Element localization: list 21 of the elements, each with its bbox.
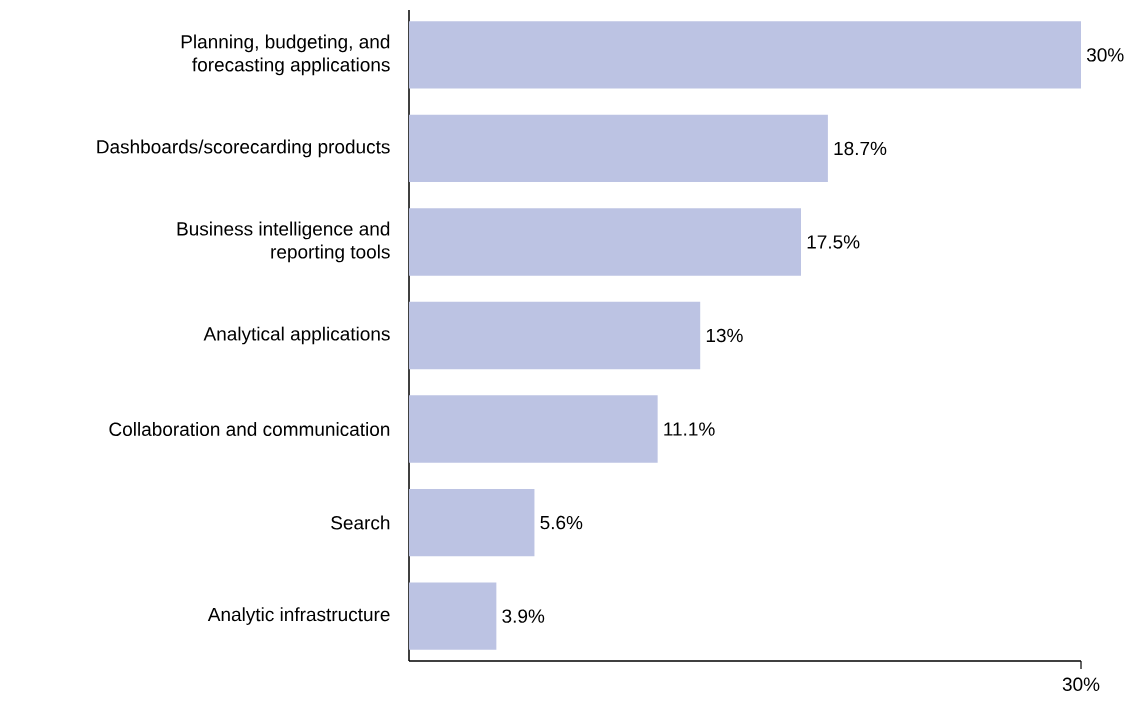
data-label: 13% — [706, 328, 743, 343]
y-tick-label: Dashboards/scorecarding products — [97, 139, 390, 158]
data-label: 3.9% — [502, 609, 545, 623]
bar — [409, 301, 701, 370]
y-tick-label: Collaboration and communication — [109, 422, 390, 437]
data-label: 30% — [1086, 48, 1124, 62]
data-label: 18.7% — [834, 141, 887, 156]
bar — [409, 114, 828, 183]
y-tick-label: Search — [331, 515, 390, 530]
bar — [409, 582, 497, 650]
y-tick-label: Analytic infrastructure — [207, 607, 390, 625]
data-label: 11.1% — [664, 422, 715, 436]
y-tick-label: Business intelligence and reporting tools — [177, 221, 390, 263]
bar — [409, 21, 1082, 89]
data-label: 17.5% — [807, 235, 860, 249]
bar — [409, 208, 801, 276]
data-label: 5.6% — [540, 515, 583, 530]
bar — [409, 395, 658, 463]
bar — [409, 488, 535, 557]
y-tick-label: Analytical applications — [203, 326, 390, 345]
y-tick-label: Planning, budgeting, and forecasting applications — [181, 34, 390, 76]
